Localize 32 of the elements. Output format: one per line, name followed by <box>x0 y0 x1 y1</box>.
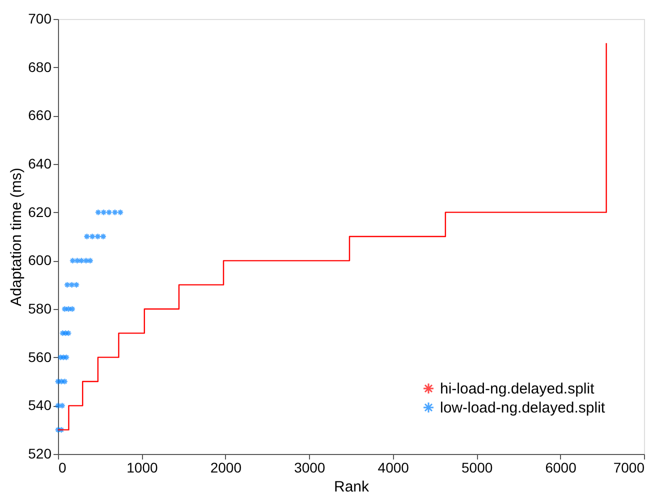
legend-label: low-load-ng.delayed.split <box>440 400 606 416</box>
y-tick-label: 700 <box>28 10 52 26</box>
x-tick-label: 7000 <box>613 460 645 476</box>
y-axis-title: Adaptation time (ms) <box>8 168 26 306</box>
point <box>54 426 62 434</box>
y-tick-label: 520 <box>28 446 52 462</box>
x-tick-label: 5000 <box>461 460 493 476</box>
point <box>86 257 94 264</box>
x-tick-label: 0 <box>58 460 66 476</box>
point <box>61 306 68 312</box>
y-tick-label: 640 <box>28 156 52 172</box>
x-tick-label: 6000 <box>545 460 577 476</box>
point <box>65 306 72 312</box>
x-tick-label: 1000 <box>126 460 158 476</box>
y-tick-label: 660 <box>28 107 52 124</box>
point <box>58 378 65 385</box>
y-tick-label: 560 <box>28 348 52 365</box>
point <box>62 330 69 337</box>
legend-label: hi-load-ng.delayed.split <box>440 380 596 398</box>
x-axis-title: Rank <box>334 478 370 496</box>
point <box>68 306 76 312</box>
y-tick-label: 580 <box>28 300 52 316</box>
x-tick-label: 3000 <box>294 460 326 476</box>
y-tick-label: 620 <box>28 204 52 220</box>
point <box>58 402 66 410</box>
y-tick-label: 600 <box>28 252 52 268</box>
y-tick-label: 680 <box>28 58 52 75</box>
y-tick-label: 540 <box>28 397 52 414</box>
x-tick-label: 2000 <box>210 460 242 476</box>
point <box>60 354 67 361</box>
point <box>58 426 65 434</box>
x-tick-label: 4000 <box>378 460 410 476</box>
